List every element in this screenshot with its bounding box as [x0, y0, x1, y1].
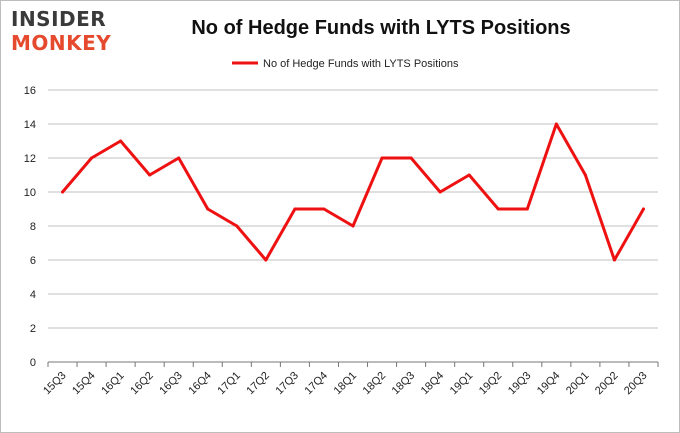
x-tick-label: 17Q1	[215, 370, 243, 398]
y-tick-label: 2	[30, 323, 36, 335]
x-tick-label: 17Q4	[303, 370, 331, 398]
y-tick-label: 0	[30, 357, 36, 369]
x-tick-label: 16Q1	[99, 370, 127, 398]
y-tick-label: 14	[24, 119, 36, 131]
data-point	[380, 156, 384, 160]
data-point	[612, 258, 616, 262]
x-tick-label: 16Q3	[157, 370, 185, 398]
x-tick-label: 20Q3	[622, 370, 650, 398]
data-point	[351, 224, 355, 228]
data-point	[496, 207, 500, 211]
data-point	[264, 258, 268, 262]
x-tick-label: 19Q3	[506, 370, 534, 398]
legend-label: No of Hedge Funds with LYTS Positions	[263, 58, 459, 70]
x-tick-label: 18Q4	[419, 370, 447, 398]
data-point	[554, 122, 558, 126]
data-point	[322, 207, 326, 211]
y-tick-label: 10	[24, 187, 36, 199]
x-tick-label: 18Q2	[361, 370, 389, 398]
data-point	[641, 207, 645, 211]
x-tick-label: 17Q2	[244, 370, 272, 398]
x-tick-label: 15Q3	[41, 370, 69, 398]
y-tick-label: 4	[30, 289, 36, 301]
y-tick-label: 16	[24, 85, 36, 97]
x-tick-label: 16Q4	[186, 370, 214, 398]
data-point	[293, 207, 297, 211]
y-tick-label: 6	[30, 255, 36, 267]
x-tick-label: 19Q1	[448, 370, 476, 398]
logo-text-insider: INSIDER	[11, 7, 107, 31]
insider-monkey-logo: INSIDER MONKEY	[11, 9, 131, 57]
data-point	[409, 156, 413, 160]
data-point	[148, 173, 152, 177]
data-point	[206, 207, 210, 211]
x-tick-label: 18Q1	[332, 370, 360, 398]
x-tick-label: 15Q4	[70, 370, 98, 398]
data-point	[235, 224, 239, 228]
data-point	[438, 190, 442, 194]
x-tick-label: 20Q2	[593, 370, 621, 398]
chart-title: No of Hedge Funds with LYTS Positions	[191, 17, 571, 39]
y-tick-label: 8	[30, 221, 36, 233]
data-point	[583, 173, 587, 177]
y-tick-label: 12	[24, 153, 36, 165]
x-tick-label: 16Q2	[128, 370, 156, 398]
x-tick-label: 17Q3	[274, 370, 302, 398]
data-point	[119, 139, 123, 143]
logo-text-monkey: MONKEY	[11, 31, 112, 55]
x-tick-label: 19Q2	[477, 370, 505, 398]
x-tick-label: 19Q4	[535, 370, 563, 398]
data-point	[177, 156, 181, 160]
data-point	[61, 190, 65, 194]
data-point	[467, 173, 471, 177]
x-tick-label: 20Q1	[564, 370, 592, 398]
x-tick-label: 18Q3	[390, 370, 418, 398]
data-point	[90, 156, 94, 160]
data-point	[525, 207, 529, 211]
